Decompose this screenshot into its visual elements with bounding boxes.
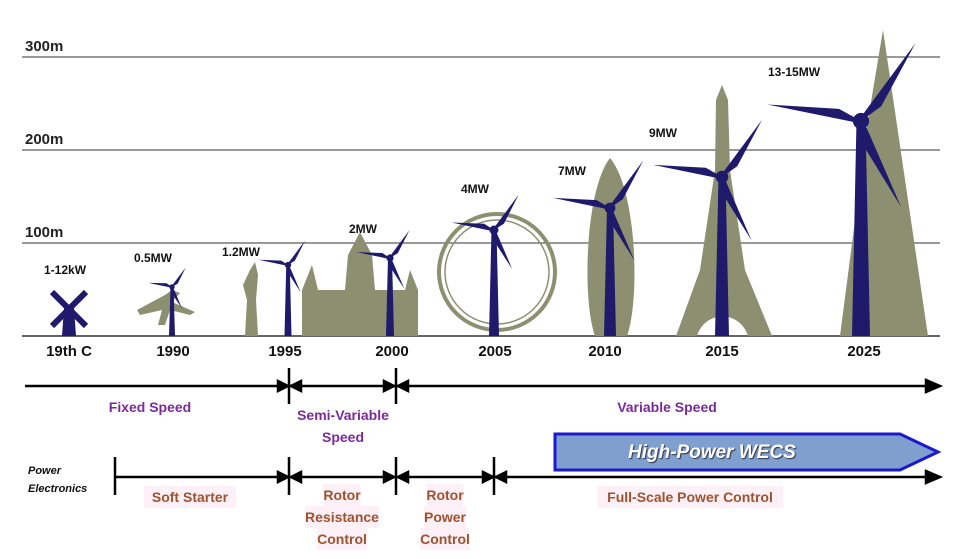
semi-variable-speed-label-line2: Speed	[321, 429, 365, 445]
statue-of-liberty-landmark	[243, 262, 258, 336]
turbine-blade	[389, 230, 410, 258]
year-label: 1990	[156, 343, 190, 360]
turbine-hub	[715, 170, 729, 184]
fixed-speed-label: Fixed Speed	[108, 399, 192, 415]
wind-turbine	[451, 194, 519, 336]
turbine-blade	[492, 194, 519, 230]
turbine-hub	[604, 202, 616, 214]
turbine-tower	[169, 287, 175, 336]
speed-timeline	[25, 368, 944, 404]
turbine-blade	[171, 267, 186, 287]
high-power-wecs-label: High-Power WECS	[628, 442, 796, 463]
turbine-blade	[451, 222, 494, 232]
axis-label-100m: 100m	[25, 224, 64, 241]
turbine-hub	[169, 284, 175, 290]
axis-label-300m: 300m	[25, 38, 64, 55]
power-electronics-timeline	[113, 457, 944, 495]
turbine-blade	[258, 259, 288, 266]
turbine-blade	[720, 119, 763, 177]
power-electronics-label-line2: Electronics	[28, 483, 88, 495]
turbine-tower	[604, 208, 616, 336]
arrowhead	[276, 378, 291, 394]
turbine-blade	[722, 176, 752, 241]
wind-turbine	[356, 230, 410, 336]
variable-speed-label: Variable Speed	[617, 399, 717, 415]
turbine-blade	[148, 282, 172, 288]
turbine-blade	[172, 286, 183, 309]
rotor-power-control-line2: Power	[423, 506, 467, 528]
rotor-power-control-line3: Control	[420, 528, 470, 550]
arrowhead	[395, 469, 410, 485]
high-power-wecs-banner	[553, 432, 942, 472]
turbine-blade	[356, 252, 390, 260]
turbine-blade	[288, 264, 301, 293]
wind-turbine	[148, 267, 186, 336]
rating-label: 1-12kW	[44, 263, 87, 277]
arrowhead	[481, 469, 496, 485]
arrowhead	[493, 469, 508, 485]
power-electronics-label-line1: Power	[28, 465, 62, 477]
rating-label: 4MW	[461, 182, 489, 196]
arrowhead	[382, 378, 397, 394]
wind-turbine	[653, 119, 763, 336]
arrowhead	[276, 469, 291, 485]
year-label: 2025	[847, 343, 881, 360]
rotor-resistance-control-line1: Rotor	[323, 484, 361, 506]
turbine-blade	[390, 257, 405, 289]
rating-label: 9MW	[649, 126, 677, 140]
turbine-blade	[610, 207, 635, 261]
arrowhead	[382, 469, 397, 485]
turbine-hub	[489, 225, 499, 235]
rating-label: 7MW	[558, 164, 586, 178]
arrowhead	[395, 378, 410, 394]
rotor-resistance-control-line2: Resistance	[305, 506, 379, 528]
rating-label: 13-15MW	[768, 65, 821, 79]
turbine-blade	[287, 240, 306, 265]
turbines	[148, 43, 916, 336]
year-label: 1995	[268, 343, 302, 360]
airplane-landmark	[137, 290, 195, 325]
windmill-19th-century	[49, 289, 89, 336]
year-label: 19th C	[46, 343, 92, 360]
turbine-blade	[767, 104, 861, 124]
arrowhead	[924, 378, 944, 394]
turbine-tower	[284, 265, 292, 336]
turbine-tower	[386, 258, 394, 336]
rotor-resistance-control-line3: Control	[317, 528, 367, 550]
year-label: 2015	[705, 343, 739, 360]
arrowhead	[924, 469, 944, 485]
height-gridlines	[22, 56, 940, 337]
axis-label-200m: 200m	[25, 131, 64, 148]
turbine-blade	[552, 197, 610, 210]
wind-turbine	[258, 240, 306, 336]
turbine-hub	[852, 112, 870, 130]
rating-label: 0.5MW	[134, 251, 173, 265]
windmill-sail	[49, 289, 89, 329]
year-label: 2010	[588, 343, 622, 360]
year-label: 2005	[478, 343, 512, 360]
turbine-hub	[284, 261, 292, 269]
wind-turbine	[767, 43, 916, 336]
turbine-blade	[608, 160, 644, 208]
turbine-tower	[852, 121, 870, 336]
turbine-blade	[859, 43, 916, 121]
turbine-blade	[494, 229, 513, 269]
soft-starter-label: Soft Starter	[143, 486, 237, 508]
turbine-tower	[715, 177, 729, 336]
rotor-power-control-line1: Rotor	[426, 484, 464, 506]
arrowhead	[288, 469, 303, 485]
turbine-tower	[489, 230, 499, 336]
rating-label: 1.2MW	[222, 245, 261, 259]
turbine-blade	[653, 164, 722, 179]
rating-label: 2MW	[349, 222, 377, 236]
arrowhead	[288, 378, 303, 394]
semi-variable-speed-label-line1: Semi-Variable	[297, 407, 389, 423]
wind-turbine	[552, 160, 644, 336]
full-scale-power-control-label: Full-Scale Power Control	[597, 486, 783, 508]
turbine-hub	[386, 254, 394, 262]
year-label: 2000	[375, 343, 409, 360]
turbine-blade	[861, 119, 902, 208]
